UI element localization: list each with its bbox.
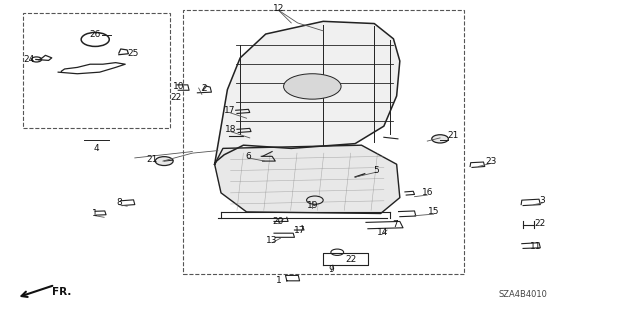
Bar: [23, 13, 170, 128]
Text: 13: 13: [266, 236, 278, 245]
Text: SZA4B4010: SZA4B4010: [499, 290, 547, 299]
Text: 22: 22: [171, 93, 182, 102]
Bar: [182, 10, 464, 274]
Text: 23: 23: [486, 157, 497, 166]
Text: 12: 12: [273, 4, 284, 13]
Polygon shape: [214, 21, 400, 164]
Text: 17: 17: [294, 226, 305, 235]
Text: 2: 2: [201, 84, 207, 93]
Circle shape: [307, 196, 323, 204]
Text: 18: 18: [225, 125, 236, 134]
Text: 6: 6: [246, 152, 252, 161]
Polygon shape: [214, 145, 400, 213]
Text: 21: 21: [147, 155, 157, 164]
Text: 26: 26: [90, 30, 101, 39]
Text: 1: 1: [92, 209, 98, 218]
Text: 15: 15: [428, 207, 440, 216]
Circle shape: [432, 135, 449, 143]
Text: 21: 21: [447, 131, 458, 140]
Text: 25: 25: [128, 48, 140, 58]
Text: FR.: FR.: [52, 286, 71, 297]
Text: 7: 7: [392, 220, 398, 229]
Text: 5: 5: [373, 166, 379, 175]
Text: 4: 4: [93, 144, 99, 152]
Text: 22: 22: [345, 255, 356, 264]
Circle shape: [156, 157, 173, 166]
Text: 11: 11: [530, 242, 541, 251]
Text: 9: 9: [328, 264, 334, 274]
Text: 16: 16: [422, 188, 433, 197]
Text: 20: 20: [273, 217, 284, 226]
Text: 8: 8: [116, 198, 122, 207]
Text: 3: 3: [540, 196, 545, 205]
Ellipse shape: [284, 74, 341, 99]
Text: 22: 22: [534, 219, 546, 227]
Text: 1: 1: [276, 276, 282, 285]
Text: 10: 10: [172, 82, 184, 91]
Text: 24: 24: [23, 55, 35, 64]
Text: 17: 17: [223, 106, 235, 115]
Text: 19: 19: [307, 201, 318, 210]
Text: 14: 14: [377, 228, 388, 237]
